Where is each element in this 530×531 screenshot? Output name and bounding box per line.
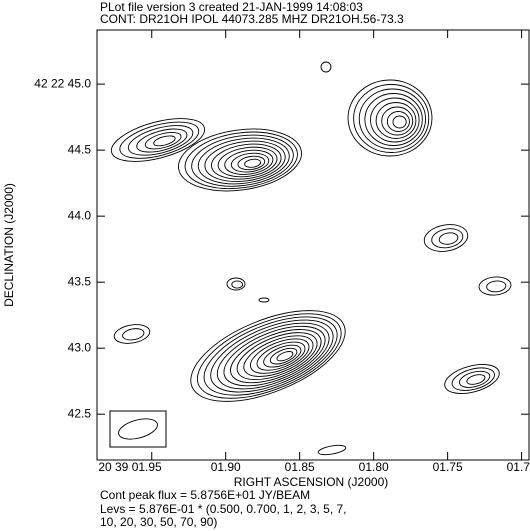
contour [249,338,310,374]
contour [258,297,270,303]
x-axis-label: RIGHT ASCENSION (J2000) [234,475,389,489]
beam-box [109,410,167,448]
beam [118,418,158,440]
contour [423,224,469,252]
contour [217,146,278,178]
contour [178,128,302,192]
contour [478,276,512,296]
chart-subtitle: CONT: DR21OH IPOL 44073.285 MHZ DR21OH.5… [100,12,404,26]
contour [243,335,314,377]
contour [244,158,262,168]
contour [110,118,206,162]
contour [119,121,200,159]
contour [358,88,427,150]
contour [236,332,318,381]
contour [224,149,274,175]
contour [386,111,410,132]
contour [320,61,332,73]
contour [184,131,298,190]
contour [230,152,270,173]
note: Levs = 5.876E-01 * (0.500, 0.700, 1, 2, … [100,502,347,516]
contour [431,228,464,249]
contour [392,115,407,129]
contour [136,128,188,153]
contour [317,444,347,456]
contour [444,364,500,394]
contour [197,137,290,185]
contour [127,125,194,156]
contour [237,155,266,171]
contour [256,341,306,371]
contour [203,316,338,396]
contour [144,132,182,150]
contour [196,313,342,399]
y-tick-label: 43.0 [68,340,92,354]
x-tick-label: 20 39 01.95 [98,460,162,474]
y-tick-label: 42 22 45.0 [34,76,91,90]
x-tick-label: 01.70 [507,460,530,474]
contour [231,280,244,289]
contour [190,310,346,402]
chart-title: PLot file version 3 created 21-JAN-1999 … [100,0,363,14]
contour [191,134,294,187]
y-tick-label: 42.5 [68,406,92,420]
contour [122,328,145,341]
note: Cont peak flux = 5.8756E+01 JY/BEAM [100,488,310,502]
contour [353,84,430,153]
contour [438,232,459,245]
contour [466,374,486,385]
contour [451,367,495,391]
contour [153,135,176,147]
contour [486,280,507,293]
contour [210,319,334,393]
contour [223,325,326,387]
y-tick-label: 44.0 [68,208,92,222]
contour [276,351,294,362]
contour [347,79,433,157]
y-tick-label: 44.5 [68,142,92,156]
plot-frame [96,29,530,461]
contour [216,322,330,390]
contour [269,347,298,365]
contour [204,140,286,182]
contour [458,370,491,388]
x-tick-label: 01.85 [285,460,315,474]
contour [364,93,423,146]
x-tick-label: 01.80 [359,460,389,474]
contour [230,329,322,384]
contour [370,97,420,143]
contour [113,324,151,344]
contour [211,143,282,180]
x-tick-label: 01.75 [433,460,463,474]
contour [375,102,417,139]
x-tick-label: 01.90 [211,460,241,474]
contours [110,61,512,456]
contour [381,106,414,136]
note: 10, 20, 30, 50, 70, 90) [100,515,217,529]
y-tick-label: 43.5 [68,274,92,288]
y-axis-label: DECLINATION (J2000) [2,183,16,307]
contour [226,277,246,291]
contour [263,344,302,368]
